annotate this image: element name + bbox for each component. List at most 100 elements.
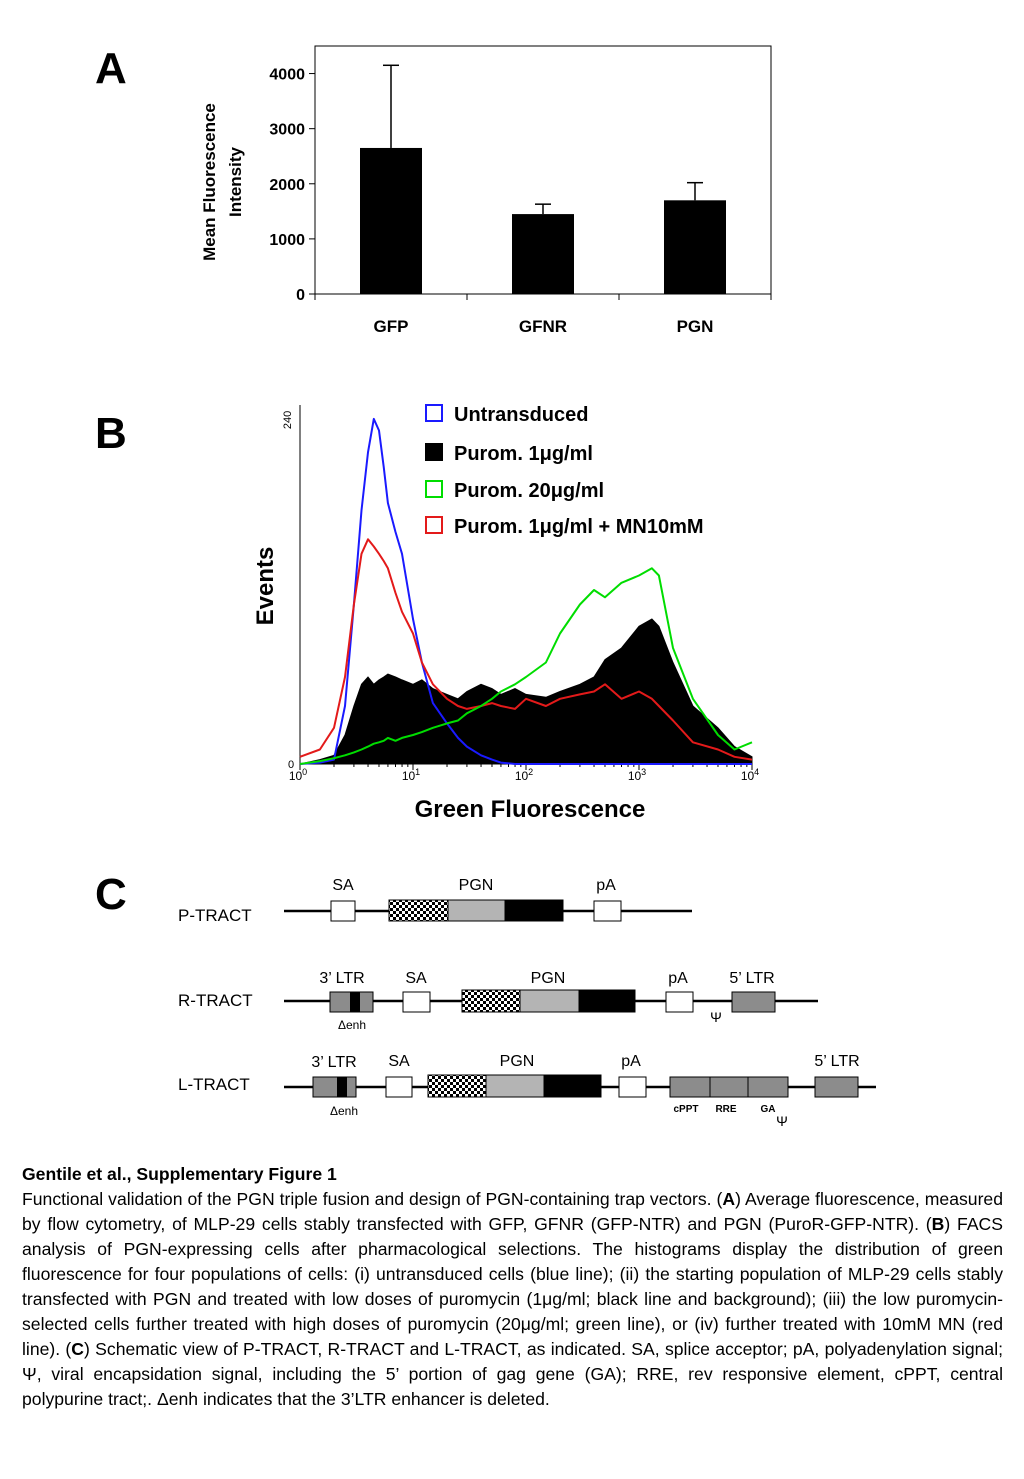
puror-segment [461,989,521,1013]
gfp-segment [485,1074,545,1098]
x-tick-label-gfnr: GFNR [519,317,567,336]
legend-label-purom-20: Purom. 20μg/ml [454,480,604,502]
panel-label-a: A [95,44,127,93]
puror-segment [427,1074,487,1098]
pa-box [665,991,694,1013]
y-axis-label: Events [252,547,279,626]
panel-label-b: B [95,409,127,458]
ga-box [747,1076,789,1098]
ltr3-box [312,1076,357,1098]
x-tick-label-pgn: PGN [677,317,714,336]
series-untransduced-line [299,417,752,765]
p-tract-construct: P-TRACT SA PGN pA [178,877,692,925]
sa-label: SA [332,877,354,894]
bar-gfnr [512,214,574,294]
y-tick-label: 2000 [269,177,305,194]
gfp-segment [519,989,580,1013]
sa-box [385,1076,413,1098]
p-tract-label: P-TRACT [178,906,252,925]
y-tick-label: 0 [296,287,305,304]
ga-label: GA [761,1104,776,1115]
x-tick-label: 102 [515,767,533,783]
cppt-box [669,1076,711,1098]
ltr3-label: 3’ LTR [319,970,364,987]
caption-ref-a: A [722,1189,736,1209]
puror-segment [388,899,449,922]
sa-box [402,991,431,1013]
y-axis-label: Mean Fluorescence Intensity [200,103,245,261]
ltr3-label: 3’ LTR [311,1054,356,1071]
ltr5-box [731,991,776,1013]
r-tract-label: R-TRACT [178,991,253,1010]
ltr5-label: 5’ LTR [814,1053,859,1070]
y-tick-label: 3000 [269,122,305,139]
ltr5-box [814,1076,859,1098]
delta-enh-label: Δenh [330,1104,358,1118]
y-tick-label-240: 240 [282,411,294,429]
caption-title: Gentile et al., Supplementary Figure 1 [22,1164,337,1184]
bar-gfp [360,147,422,294]
legend-label-untransduced: Untransduced [454,404,588,426]
x-tick-label: 101 [402,767,420,783]
x-axis-label: Green Fluorescence [415,796,646,823]
enhancer-deletion-mark [350,992,360,1012]
caption-ref-b: B [931,1214,945,1234]
series-purom-1-g-ml-mn10mm-line [299,538,753,761]
caption-text-4: ) Schematic view of P-TRACT, R-TRACT and… [22,1339,1003,1409]
ltr5-label: 5’ LTR [729,970,774,987]
legend-swatch-purom-mn [425,516,443,534]
vector-diagram: P-TRACT SA PGN pA R-TRACT 3’ LTR Δenh SA… [178,877,876,1129]
pa-box [618,1076,647,1098]
ntr-segment [543,1074,602,1098]
pa-label: pA [621,1053,641,1070]
legend-swatch-purom-1 [425,443,443,461]
pgn-label: PGN [531,970,566,987]
sa-box [330,900,356,922]
y-tick-label: 1000 [269,232,305,249]
bar-chart-mean-fluorescence: Mean Fluorescence Intensity 0 1000 2000 300… [200,45,772,336]
delta-enh-label: Δenh [338,1018,366,1032]
caption-body: Functional validation of the PGN triple … [22,1187,1003,1412]
r-tract-construct: R-TRACT 3’ LTR Δenh SA PGN pA Ψ 5’ LTR [178,970,818,1032]
cppt-label: cPPT [673,1104,698,1115]
pa-label: pA [668,970,688,987]
y-axis-label-line2: Intensity [226,147,245,217]
pgn-label: PGN [459,877,494,894]
pgn-label: PGN [500,1053,535,1070]
series-purom-1-g-ml-area [299,618,753,765]
sa-label: SA [388,1053,410,1070]
y-tick-label-0: 0 [288,759,294,771]
psi-symbol: Ψ [776,1113,788,1129]
legend-swatch-untransduced [425,404,443,422]
caption-text-3: ) FACS analysis of PGN-expressing cells … [22,1214,1003,1359]
x-tick-label: 104 [741,767,759,783]
ntr-segment [578,989,636,1013]
legend: Untransduced Purom. 1μg/ml Purom. 20μg/m… [425,404,704,538]
legend-label-purom-mn: Purom. 1μg/ml + MN10mM [454,516,704,538]
gfp-segment [447,899,506,922]
rre-box [709,1076,749,1098]
l-tract-construct: L-TRACT 3’ LTR Δenh SA PGN pA cPPT RRE G… [178,1053,876,1129]
x-tick-label: 103 [628,767,646,783]
y-tick-label: 4000 [269,67,305,84]
l-tract-label: L-TRACT [178,1075,250,1094]
pa-box [593,900,622,922]
panel-label-c: C [95,870,127,919]
facs-histogram: 0 240 Events Green Fluorescence 100 101 10… [252,404,759,823]
bar-pgn [664,200,726,294]
caption-text-2: ) Average fluorescence, measured by flow… [22,1189,1003,1234]
ntr-segment [504,899,564,922]
rre-label: RRE [715,1104,736,1115]
x-tick-label-gfp: GFP [374,317,409,336]
series-purom-20-g-ml-line [299,567,753,765]
x-tick-label: 100 [289,767,307,783]
y-axis-label-line1: Mean Fluorescence [200,103,219,261]
figure-caption: Gentile et al., Supplementary Figure 1 F… [22,1162,1003,1412]
enhancer-deletion-mark [337,1077,347,1097]
caption-ref-c: C [71,1339,85,1359]
legend-swatch-purom-20 [425,480,443,498]
psi-symbol: Ψ [710,1009,722,1025]
caption-text-1: Functional validation of the PGN triple … [22,1189,723,1209]
pa-label: pA [596,877,616,894]
legend-label-purom-1: Purom. 1μg/ml [454,443,593,465]
